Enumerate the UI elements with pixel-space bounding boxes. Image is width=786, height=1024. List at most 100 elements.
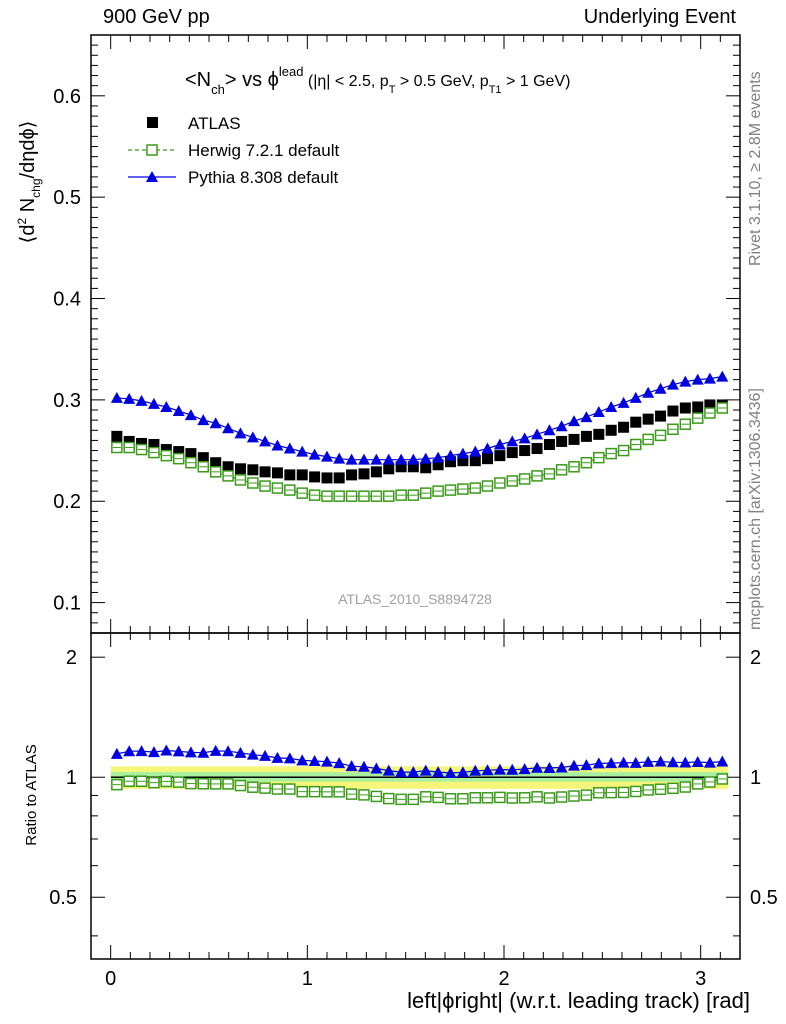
ratio-pythia-point: [222, 745, 235, 757]
atlas-point: [618, 421, 630, 433]
pythia-point: [395, 453, 408, 465]
header-left: 900 GeV pp: [103, 6, 210, 28]
pythia-point: [135, 394, 148, 406]
atlas-point: [679, 402, 691, 414]
ratio-pythia-point: [321, 755, 333, 767]
pythia-point: [691, 373, 704, 385]
ratio-pythia-point: [666, 756, 679, 768]
pythia-point: [197, 414, 210, 426]
y-tick-label: 0.4: [53, 289, 81, 311]
y-tick-label: 0.1: [53, 593, 81, 615]
ratio-pythia-point: [679, 756, 692, 768]
pythia-point: [246, 431, 259, 443]
pythia-point: [642, 386, 655, 398]
atlas-point: [543, 438, 555, 450]
ratio-pythia-point: [469, 764, 482, 776]
atlas-point: [556, 435, 568, 447]
ratio-pythia-point: [197, 746, 210, 758]
ratio-pythia-point: [246, 748, 259, 760]
chart-title: <Nch> vs ϕlead (|η| < 2.5, pT > 0.5 GeV,…: [185, 64, 570, 97]
ratio-pythia-point: [432, 766, 445, 778]
main-y-axis-label: ⟨d2 Nchg/dηdϕ⟩: [15, 121, 43, 244]
main-axis-ticks: 0.1 0.2 0.3 0.4 0.5 0.6: [53, 35, 740, 634]
ratio-pythia-point: [531, 761, 544, 773]
pythia-point: [456, 447, 469, 459]
ratio-pythia-point: [419, 764, 432, 776]
pythia-point: [172, 405, 185, 417]
atlas-point: [642, 413, 654, 425]
pythia-point: [147, 397, 160, 409]
atlas-point: [173, 446, 185, 458]
pythia-point: [543, 424, 556, 436]
pythia-point: [679, 375, 692, 387]
atlas-point: [432, 459, 444, 471]
atlas-point: [445, 456, 457, 468]
ratio-pythia-point: [481, 764, 494, 776]
atlas-point: [531, 443, 543, 455]
ratio-pythia-point: [580, 759, 593, 771]
atlas-point: [667, 405, 679, 417]
pythia-point: [209, 417, 222, 429]
ratio-y-tick-label-right: 1: [750, 767, 761, 789]
ratio-pythia-point: [345, 760, 358, 772]
ratio-y-tick-label: 2: [66, 647, 77, 669]
pythia-point: [716, 370, 729, 382]
atlas-point: [111, 430, 123, 442]
ratio-pythia-point: [259, 749, 272, 761]
atlas-point: [692, 401, 704, 413]
ratio-plot-frame: [90, 632, 741, 960]
ratio-pythia-point: [370, 762, 383, 774]
ratio-pythia-point: [691, 755, 704, 767]
main-data-series: [110, 370, 729, 502]
atlas-point: [197, 452, 209, 464]
pythia-point: [617, 396, 630, 408]
pythia-point: [654, 382, 667, 394]
legend-atlas-label: ATLAS: [188, 114, 241, 133]
atlas-point: [358, 468, 370, 480]
pythia-point: [259, 435, 272, 447]
ratio-pythia-point: [568, 759, 581, 771]
atlas-point: [185, 448, 197, 460]
ratio-pythia-point: [123, 745, 136, 757]
ratio-pythia-point: [555, 761, 568, 773]
atlas-point: [457, 455, 469, 467]
pythia-point: [382, 453, 395, 465]
ratio-data-series: [110, 744, 729, 806]
ratio-pythia-point: [209, 744, 222, 756]
atlas-point: [469, 455, 481, 467]
atlas-point: [271, 467, 283, 479]
x-axis-label: left|ϕright| (w.r.t. leading track) [rad…: [407, 988, 750, 1013]
ratio-pythia-point: [147, 746, 160, 758]
pythia-point: [222, 422, 235, 434]
pythia-point: [419, 452, 432, 464]
pythia-point: [110, 391, 123, 403]
ratio-pythia-point: [629, 756, 642, 768]
atlas-point: [420, 462, 432, 474]
ratio-pythia-point: [184, 746, 197, 758]
atlas-point: [383, 463, 395, 475]
atlas-point: [296, 469, 308, 481]
ratio-pythia-point: [605, 757, 618, 769]
pythia-point: [308, 448, 321, 460]
atlas-point: [580, 430, 592, 442]
ratio-pythia-point: [333, 757, 346, 769]
pythia-point: [271, 439, 284, 451]
ratio-pythia-point: [642, 755, 655, 767]
pythia-point: [184, 409, 197, 421]
ratio-y-axis-label: Ratio to ATLAS: [23, 744, 40, 845]
ratio-pythia-point: [283, 752, 296, 764]
pythia-point: [444, 449, 457, 461]
atlas-point: [704, 399, 716, 411]
ratio-y-tick-label: 1: [66, 767, 77, 789]
ratio-pythia-point: [493, 763, 506, 775]
legend-pythia-marker: [146, 171, 158, 182]
ratio-pythia-point: [357, 760, 370, 772]
pythia-point: [333, 452, 346, 464]
pythia-point: [555, 420, 568, 432]
atlas-point: [222, 461, 234, 473]
pythia-point: [580, 411, 593, 423]
ratio-pythia-point: [407, 766, 420, 778]
ratio-pythia-point: [172, 745, 185, 757]
pythia-point: [531, 428, 544, 440]
